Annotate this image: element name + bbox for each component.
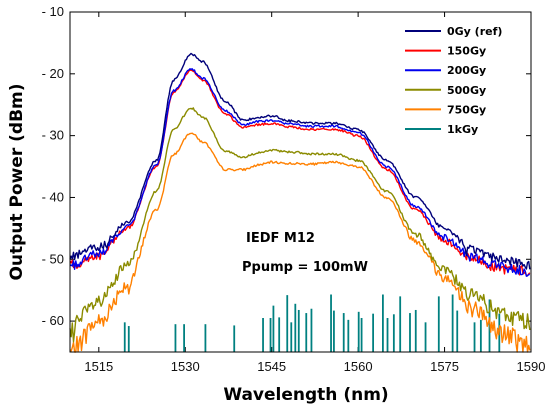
- x-tick-label: 1545: [257, 359, 286, 374]
- series-200gy: [69, 68, 530, 277]
- plot-frame: [69, 11, 532, 353]
- series-500gy: [69, 107, 531, 343]
- legend-label-200gy: 200Gy: [447, 64, 486, 77]
- y-axis-title: Output Power (dBm): [7, 83, 27, 280]
- y-tick-label: - 60: [42, 313, 64, 328]
- series-1kgy: [123, 294, 501, 352]
- y-tick-label: - 50: [42, 251, 64, 266]
- y-tick-label: - 30: [42, 128, 64, 143]
- series-layer: [69, 52, 531, 353]
- annotation-fiber: IEDF M12: [246, 231, 315, 246]
- legend-label-1kgy: 1kGy: [447, 123, 478, 136]
- legend-label-150gy: 150Gy: [447, 45, 486, 58]
- y-tick-label: - 40: [42, 189, 64, 204]
- y-tick-label: - 10: [42, 4, 64, 19]
- annotation-pump: Ppump = 100mW: [242, 260, 368, 275]
- x-tick-label: 1515: [84, 359, 113, 374]
- legend-label-500gy: 500Gy: [447, 84, 486, 97]
- legend-label-750gy: 750Gy: [447, 103, 486, 116]
- x-tick-label: 1530: [171, 359, 200, 374]
- y-tick-label: - 20: [42, 66, 64, 81]
- x-tick-label: 1560: [344, 359, 373, 374]
- x-axis-title: Wavelength (nm): [223, 385, 388, 405]
- series-750gy: [69, 132, 531, 353]
- series-0gy-ref: [69, 52, 531, 270]
- y-tick-labels: - 10 - 20 - 30 - 40 - 50 - 60: [42, 4, 64, 328]
- axis-ticks: [70, 11, 532, 352]
- legend-label-0gy-ref: 0Gy (ref): [447, 25, 502, 38]
- x-tick-label: 1590: [517, 359, 546, 374]
- x-tick-labels: 1515 1530 1545 1560 1575 1590: [84, 359, 545, 374]
- legend: 0Gy (ref) 150Gy 200Gy 500Gy 750Gy 1kGy: [405, 25, 502, 136]
- x-tick-label: 1575: [430, 359, 459, 374]
